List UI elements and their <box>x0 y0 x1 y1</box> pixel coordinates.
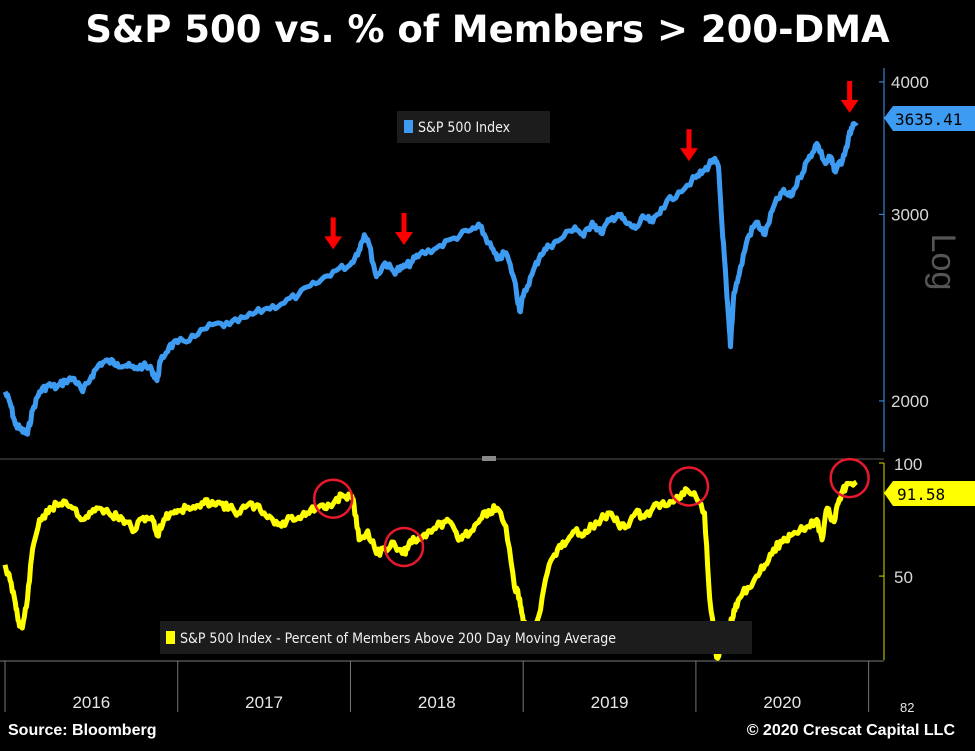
breadth-legend-box <box>160 621 752 654</box>
x-axis-corner-label: 82 <box>900 700 914 715</box>
breadth-legend-swatch <box>166 631 175 644</box>
x-tick-label-2020: 2020 <box>763 693 801 712</box>
sp500-legend-label: S&P 500 Index <box>418 120 511 136</box>
source-note: Source: Bloomberg <box>8 722 157 739</box>
log-scale-label: Log <box>924 234 962 291</box>
top-y-tick-label: 4000 <box>891 73 929 92</box>
breadth-legend-label: S&P 500 Index - Percent of Members Above… <box>180 631 616 647</box>
x-tick-label-2017: 2017 <box>245 693 283 712</box>
breadth-last-value: 91.58 <box>897 485 945 504</box>
panel-divider-handle[interactable] <box>482 456 496 461</box>
peak-arrow <box>395 212 413 245</box>
top-y-tick-label: 3000 <box>891 205 929 224</box>
breadth-peak-circle <box>668 466 710 507</box>
sp500-last-value: 3635.41 <box>895 110 962 129</box>
sp500-legend-box <box>397 111 550 143</box>
breadth-peak-circle <box>383 526 425 568</box>
bottom-y-tick-label: 100 <box>894 455 922 474</box>
breadth-peak-circle <box>312 478 354 519</box>
breadth-last-value-tag <box>884 481 975 506</box>
sp500-legend-swatch <box>404 120 413 133</box>
breadth-peak-circle <box>829 457 870 499</box>
bottom-y-tick-label: 50 <box>894 568 913 587</box>
peak-arrow <box>680 129 698 162</box>
peak-arrow <box>840 80 859 113</box>
x-tick-label-2016: 2016 <box>72 693 110 712</box>
chart-title: S&P 500 vs. % of Members > 200-DMA <box>85 8 890 51</box>
copyright-note: © 2020 Crescat Capital LLC <box>746 722 955 739</box>
x-tick-label-2019: 2019 <box>591 693 629 712</box>
x-tick-label-2018: 2018 <box>418 693 456 712</box>
top-y-tick-label: 2000 <box>891 392 929 411</box>
sp500-series-line <box>2 121 859 437</box>
sp500-last-value-tag <box>884 106 975 131</box>
peak-arrow <box>324 217 343 250</box>
